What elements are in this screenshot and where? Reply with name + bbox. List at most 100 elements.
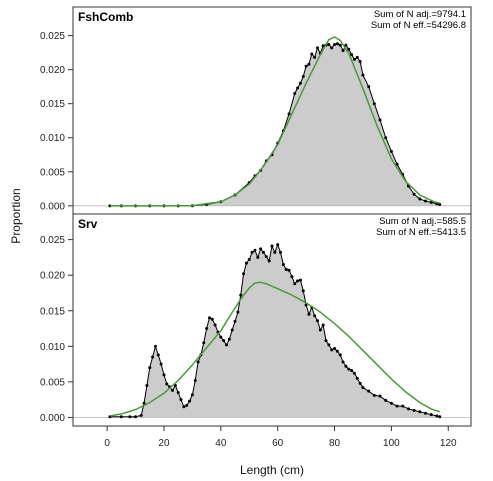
observed-point-srv [350, 369, 354, 373]
panel-srv-n-adj: Sum of N adj.=585.5 [379, 216, 466, 227]
observed-point-srv [190, 393, 194, 397]
observed-point-srv [333, 346, 337, 350]
observed-point-srv [185, 403, 189, 407]
observed-point-fshcomb [378, 118, 382, 122]
observed-point-srv [352, 371, 356, 375]
observed-point-fshcomb [333, 42, 337, 46]
observed-point-srv [182, 405, 186, 409]
observed-point-srv [202, 341, 206, 345]
observed-point-srv [176, 391, 180, 395]
observed-point-fshcomb [358, 59, 362, 63]
observed-point-srv [259, 247, 263, 251]
observed-point-srv [327, 343, 331, 347]
y-tick-label-fshcomb: 0.015 [40, 99, 65, 110]
expected-line-fshcomb [109, 36, 440, 207]
panel-fshcomb-n-adj: Sum of N adj.=9794.1 [374, 9, 466, 20]
observed-point-srv [142, 401, 146, 405]
observed-point-srv [227, 337, 231, 341]
observed-point-fshcomb [287, 112, 291, 116]
observed-point-srv [330, 348, 334, 352]
observed-point-srv [412, 408, 416, 412]
observed-point-srv [264, 255, 268, 259]
observed-point-srv [315, 319, 319, 323]
observed-point-srv [165, 382, 169, 386]
y-tick-label-srv: 0.020 [40, 271, 65, 282]
observed-point-fshcomb [355, 55, 359, 59]
observed-point-fshcomb [412, 192, 416, 196]
observed-point-srv [284, 267, 288, 271]
x-axis: 0 20 40 60 80 100 120 [104, 426, 457, 449]
x-tick-label: 120 [440, 438, 457, 449]
observed-point-srv [276, 243, 280, 247]
observed-point-srv [367, 389, 371, 393]
observed-point-srv [193, 378, 197, 382]
observed-point-fshcomb [293, 91, 297, 95]
y-tick-label-fshcomb: 0.005 [40, 167, 65, 178]
observed-point-srv [395, 404, 399, 408]
observed-point-fshcomb [298, 81, 302, 85]
observed-point-srv [281, 263, 285, 267]
observed-point-srv [250, 250, 254, 254]
observed-point-fshcomb [344, 43, 348, 47]
observed-point-srv [338, 353, 342, 357]
observed-point-srv [242, 272, 246, 276]
observed-point-srv [324, 339, 328, 343]
observed-point-srv [261, 250, 265, 254]
observed-area-srv [109, 244, 440, 418]
y-tick-label-fshcomb: 0.025 [40, 31, 65, 42]
observed-point-srv [313, 314, 317, 318]
y-tick-label-fshcomb: 0.000 [40, 201, 65, 212]
observed-point-srv [290, 275, 294, 279]
observed-point-srv [219, 335, 223, 339]
observed-point-srv [225, 343, 229, 347]
panel-fshcomb-plot-area [73, 36, 471, 208]
observed-point-srv [156, 353, 160, 357]
observed-point-srv [438, 415, 442, 419]
observed-point-srv [151, 355, 155, 359]
observed-point-srv [162, 373, 166, 377]
observed-point-srv [244, 261, 248, 265]
panel-srv-title: Srv [78, 217, 98, 231]
x-axis-title: Length (cm) [240, 463, 304, 477]
observed-point-srv [159, 362, 163, 366]
observed-point-srv [236, 310, 240, 314]
observed-point-fshcomb [310, 52, 314, 56]
panel-fshcomb-title: FshComb [78, 10, 133, 24]
observed-point-srv [188, 399, 192, 403]
observed-point-fshcomb [347, 47, 351, 51]
observed-point-fshcomb [384, 136, 388, 140]
observed-point-fshcomb [418, 197, 422, 201]
observed-point-srv [145, 383, 149, 387]
y-tick-label-srv: 0.005 [40, 377, 65, 388]
observed-point-srv [372, 393, 376, 397]
observed-point-fshcomb [304, 64, 308, 68]
observed-point-srv [406, 407, 410, 411]
y-axis-title: Proportion [9, 188, 23, 243]
y-tick-label-srv: 0.000 [40, 413, 65, 424]
observed-point-fshcomb [307, 62, 311, 66]
observed-point-srv [213, 323, 217, 327]
observed-point-srv [298, 278, 302, 282]
observed-point-srv [196, 360, 200, 364]
observed-area-fshcomb [109, 43, 440, 206]
observed-point-fshcomb [338, 43, 342, 47]
observed-point-srv [279, 250, 283, 254]
observed-point-fshcomb [395, 162, 399, 166]
observed-point-srv [230, 328, 234, 332]
observed-point-srv [270, 244, 274, 248]
observed-point-srv [233, 319, 237, 323]
observed-point-srv [153, 344, 157, 348]
observed-point-fshcomb [301, 74, 305, 78]
observed-point-srv [384, 398, 388, 402]
observed-point-srv [210, 317, 214, 321]
observed-point-srv [424, 411, 428, 415]
panel-srv-frame [72, 213, 472, 427]
observed-point-srv [318, 328, 322, 332]
observed-point-srv [287, 268, 291, 272]
observed-point-srv [256, 255, 260, 259]
observed-point-srv [378, 394, 382, 398]
observed-point-srv [344, 364, 348, 368]
observed-point-fshcomb [429, 200, 433, 204]
y-tick-label-srv: 0.025 [40, 235, 65, 246]
panel-fshcomb-n-eff: Sum of N eff.=54296.8 [371, 20, 466, 31]
